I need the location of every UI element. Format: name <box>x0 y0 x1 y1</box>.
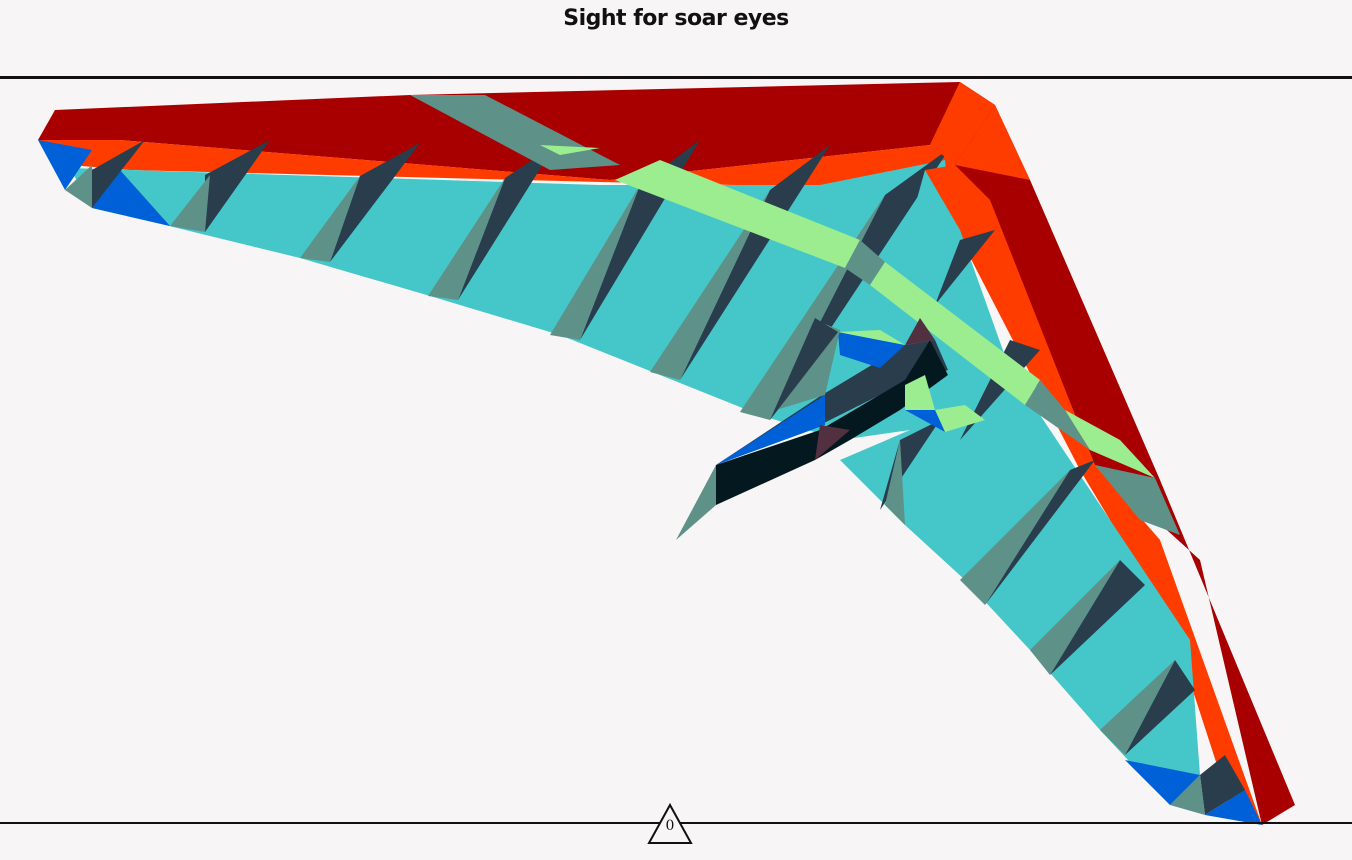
batten-10 <box>985 460 1095 605</box>
keel-green-2 <box>870 262 1040 405</box>
keel-grey-tail <box>1095 465 1180 535</box>
right-tip-blue <box>1125 760 1200 805</box>
pilot-body-black <box>716 340 948 505</box>
batten-13 <box>1200 755 1245 815</box>
batten-11-shade <box>1030 560 1120 675</box>
right-tip-grey <box>1170 775 1205 815</box>
batten-6-shade <box>650 190 770 380</box>
batten-1 <box>92 140 145 208</box>
batten-10-shade <box>960 470 1070 605</box>
pilot-blue-shoulder <box>838 332 905 368</box>
keel-green-1 <box>615 160 860 268</box>
pilot-dark-strut <box>770 318 838 420</box>
right-wing-tip-orange-2 <box>955 105 1030 180</box>
right-wing-tip-orange <box>930 82 995 165</box>
batten-5-shade <box>550 185 640 340</box>
batten-4-shade <box>428 178 505 300</box>
right-wing-stripe <box>925 165 1262 825</box>
pilot-leg-grey <box>676 465 716 540</box>
pilot-green-3 <box>935 405 985 432</box>
page-title: Sight for soar eyes <box>563 6 789 31</box>
left-tip-blue-upper <box>38 140 92 190</box>
keel-green-front <box>540 145 600 155</box>
score-counter: 0 <box>665 818 675 834</box>
keel-green-3 <box>1065 410 1155 478</box>
batten-3-shade <box>300 176 360 262</box>
pilot-maroon-1 <box>815 425 850 460</box>
left-tip-grey <box>65 165 92 208</box>
pilot-blue-hand <box>905 410 945 432</box>
batten-11 <box>1050 560 1145 675</box>
batten-8 <box>935 230 995 305</box>
batten-3 <box>330 143 420 262</box>
pilot-green-1 <box>838 330 905 345</box>
pilot-maroon-2 <box>905 318 935 345</box>
pilot-blue-arm <box>716 395 825 465</box>
triangle-icon <box>647 802 693 844</box>
batten-12 <box>1125 660 1195 755</box>
right-batten-mid-shade <box>885 440 905 525</box>
keel-grey-joint <box>845 240 885 285</box>
left-wing-sail <box>70 160 955 440</box>
batten-6 <box>680 145 830 380</box>
keel-grey-joint-2 <box>1025 380 1090 450</box>
batten-2-shade <box>170 175 210 232</box>
right-tip-blue-2 <box>1205 790 1262 825</box>
batten-12-shade <box>1100 660 1175 755</box>
left-wing-stripe <box>38 140 955 188</box>
pilot-green-2 <box>905 375 935 410</box>
left-tip-blue-lower <box>92 170 170 226</box>
top-divider <box>0 76 1352 79</box>
batten-4 <box>458 145 555 300</box>
batten-2 <box>205 140 270 232</box>
